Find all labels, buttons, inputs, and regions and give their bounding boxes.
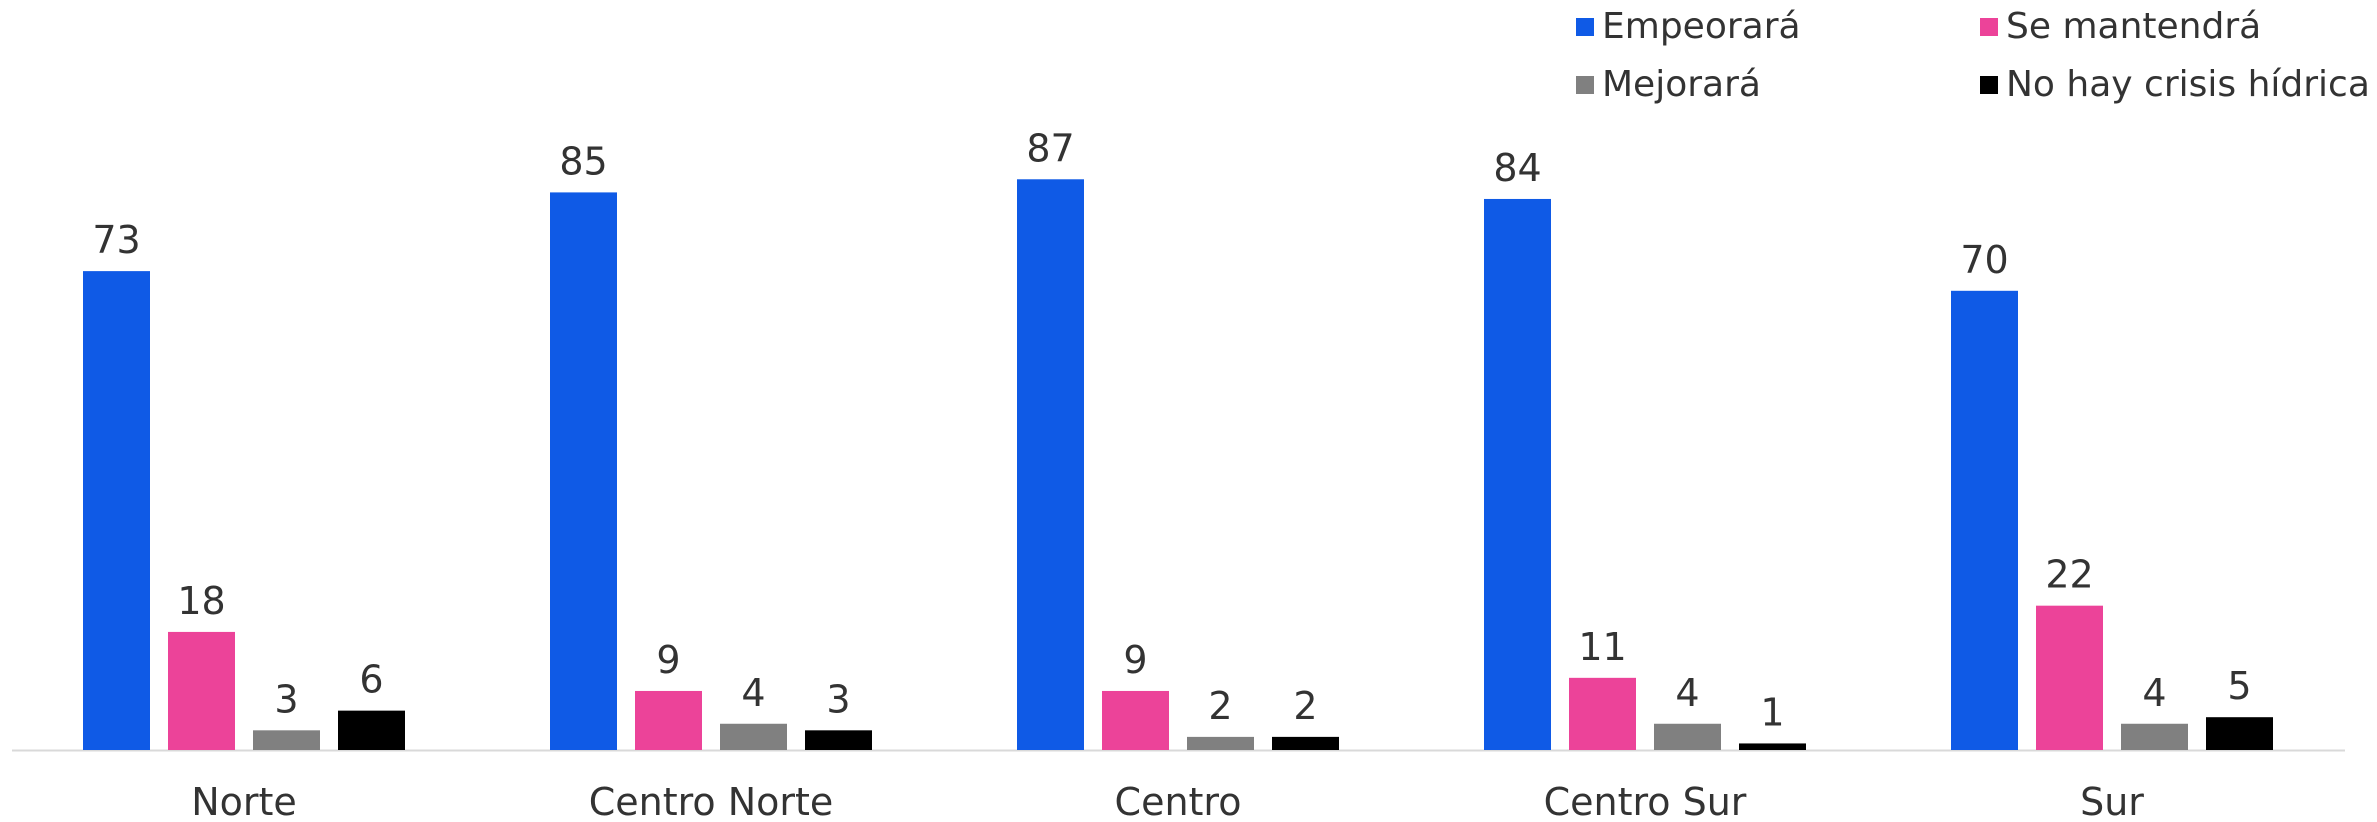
data-label-norte-se-mantendra: 18: [177, 579, 225, 623]
bar-group-centro: 87 9 2 2: [1017, 126, 1339, 750]
bar-group-centro-norte: 85 9 4 3: [550, 139, 872, 750]
data-label-centro-se-mantendra: 9: [1123, 638, 1147, 682]
bar-norte-empeorara: [83, 271, 150, 750]
legend-item-no-hay-crisis: No hay crisis hídrica: [1980, 64, 2370, 105]
bar-centro-sur-no-hay-crisis-hidrica: [1739, 743, 1806, 750]
data-label-sur-empeorara: 70: [1960, 238, 2008, 282]
bar-centro-mejorara: [1187, 736, 1254, 750]
bar-centro-no-hay-crisis-hidrica: [1272, 736, 1339, 750]
legend-swatch-no-hay-crisis: [1980, 75, 1998, 94]
bar-centro-se-mantendra: [1102, 690, 1169, 750]
bar-centro-empeorara: [1017, 179, 1084, 750]
data-label-sur-no-hay-crisis-hidrica: 5: [2227, 664, 2251, 708]
data-label-sur-se-mantendra: 22: [2045, 553, 2093, 597]
bar-centro-sur-empeorara: [1484, 198, 1551, 750]
bar-centro-norte-se-mantendra: [635, 690, 702, 750]
data-label-centro-norte-mejorara: 4: [741, 671, 765, 715]
legend-swatch-mejorara: [1576, 75, 1594, 94]
data-label-centro-norte-se-mantendra: 9: [656, 638, 680, 682]
bar-group-norte: 73 18 3 6: [83, 218, 405, 750]
data-label-norte-no-hay-crisis-hidrica: 6: [359, 658, 383, 702]
bar-sur-mejorara: [2121, 723, 2188, 750]
data-label-norte-mejorara: 3: [274, 677, 298, 721]
bar-norte-se-mantendra: [168, 631, 235, 750]
x-tick-label-centro: Centro: [1115, 780, 1242, 822]
x-tick-label-centro-norte: Centro Norte: [589, 780, 834, 822]
legend-label-empeorara: Empeorará: [1602, 6, 1801, 47]
legend-label-no-hay-crisis: No hay crisis hídrica: [2006, 64, 2370, 105]
bar-centro-sur-se-mantendra: [1569, 677, 1636, 750]
bar-sur-no-hay-crisis-hidrica: [2206, 717, 2273, 750]
bar-centro-norte-empeorara: [550, 192, 617, 750]
data-label-centro-norte-empeorara: 85: [559, 139, 607, 183]
data-label-centro-sur-no-hay-crisis-hidrica: 1: [1760, 690, 1784, 734]
bar-group-sur: 70 22 4 5: [1951, 238, 2273, 750]
data-label-centro-empeorara: 87: [1026, 126, 1074, 170]
bar-centro-norte-mejorara: [720, 723, 787, 750]
bar-norte-mejorara: [253, 730, 320, 750]
data-label-centro-no-hay-crisis-hidrica: 2: [1293, 684, 1317, 728]
data-label-sur-mejorara: 4: [2142, 671, 2166, 715]
x-tick-label-norte: Norte: [191, 780, 297, 822]
x-tick-label-centro-sur: Centro Sur: [1544, 780, 1747, 822]
data-label-centro-sur-se-mantendra: 11: [1578, 625, 1626, 669]
x-tick-label-sur: Sur: [2080, 780, 2144, 822]
bar-norte-no-hay-crisis-hidrica: [338, 710, 405, 750]
legend-swatch-se-mantendra: [1980, 17, 1998, 36]
legend-item-mejorara: Mejorará: [1576, 64, 1761, 105]
legend-label-mejorara: Mejorará: [1602, 64, 1761, 105]
bar-centro-norte-no-hay-crisis-hidrica: [805, 730, 872, 750]
bar-centro-sur-mejorara: [1654, 723, 1721, 750]
bar-sur-se-mantendra: [2036, 605, 2103, 750]
data-label-centro-norte-no-hay-crisis-hidrica: 3: [826, 677, 850, 721]
data-label-norte-empeorara: 73: [92, 218, 140, 262]
legend-swatch-empeorara: [1576, 17, 1594, 36]
bar-group-centro-sur: 84 11 4 1: [1484, 146, 1806, 750]
legend-item-empeorara: Empeorará: [1576, 6, 1801, 47]
data-label-centro-sur-empeorara: 84: [1493, 146, 1541, 190]
bar-sur-empeorara: [1951, 290, 2018, 750]
data-label-centro-mejorara: 2: [1208, 684, 1232, 728]
data-label-centro-sur-mejorara: 4: [1675, 671, 1699, 715]
legend-label-se-mantendra: Se mantendrá: [2006, 6, 2262, 47]
legend-item-se-mantendra: Se mantendrá: [1980, 6, 2261, 47]
